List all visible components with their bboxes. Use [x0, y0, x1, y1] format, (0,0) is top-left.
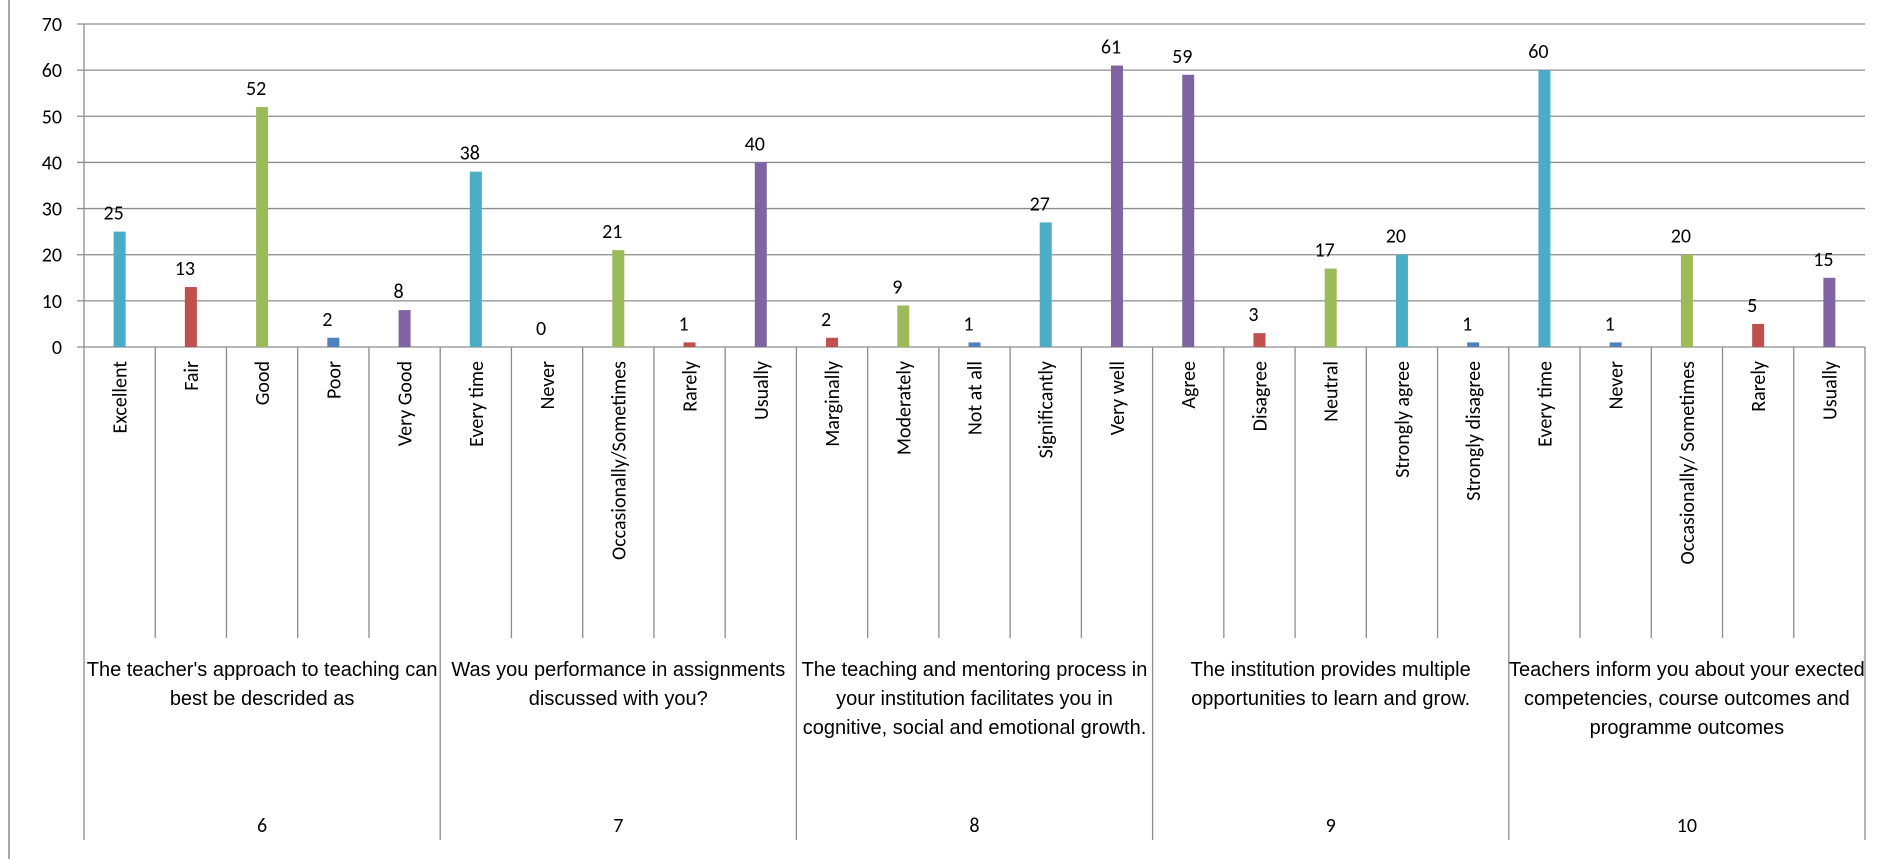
bar — [1538, 70, 1551, 348]
data-label: 60 — [1528, 40, 1548, 64]
data-label: 15 — [1813, 248, 1833, 272]
data-label: 5 — [1747, 294, 1757, 318]
group-label: The institution provides multiple opport… — [1190, 659, 1471, 710]
x-tick-label: Very well — [1106, 361, 1130, 435]
x-tick-label: Occasionally/ Sometimes — [1676, 361, 1700, 565]
y-tick-label: 20 — [42, 244, 62, 268]
x-tick-label: Never — [536, 361, 560, 410]
data-label: 1 — [1605, 312, 1615, 336]
group-id: 10 — [1677, 814, 1697, 838]
x-tick-label: Disagree — [1248, 361, 1272, 431]
x-tick-label: Poor — [322, 361, 346, 399]
group-label-box: Was you performance in assignments discu… — [451, 659, 786, 710]
y-tick-label: 30 — [42, 198, 62, 222]
x-tick-label: Agree — [1177, 361, 1201, 409]
data-label: 59 — [1172, 45, 1192, 69]
bar — [256, 107, 269, 347]
y-tick-label: 60 — [42, 59, 62, 83]
data-label: 27 — [1030, 192, 1050, 216]
group-id: 8 — [969, 814, 979, 838]
x-tick-label: Strongly disagree — [1462, 361, 1486, 501]
group-label-box: The teaching and mentoring process in yo… — [801, 659, 1148, 739]
data-label: 21 — [602, 220, 622, 244]
bar — [1039, 222, 1052, 347]
y-tick-label: 0 — [52, 336, 62, 360]
x-tick-label: Rarely — [1747, 361, 1771, 412]
data-label: 2 — [821, 308, 831, 332]
x-tick-label: Excellent — [109, 361, 133, 434]
bar — [612, 250, 625, 347]
group-label: Was you performance in assignments discu… — [451, 659, 786, 710]
data-label: 40 — [745, 132, 765, 156]
bar — [1395, 254, 1408, 347]
data-label: 52 — [246, 77, 266, 101]
group-label-box: Teachers inform you about your exected c… — [1509, 659, 1865, 739]
x-tick-label: Every time — [1533, 361, 1557, 447]
y-tick-label: 10 — [42, 290, 62, 314]
group-label: Teachers inform you about your exected c… — [1509, 659, 1865, 739]
bar — [1110, 65, 1123, 348]
data-label: 9 — [892, 275, 902, 299]
x-tick-label: Moderately — [892, 361, 916, 455]
data-label: 20 — [1386, 225, 1406, 249]
data-label: 8 — [394, 280, 404, 304]
group-label-box: The institution provides multiple opport… — [1190, 659, 1471, 710]
group-label: The teaching and mentoring process in yo… — [801, 659, 1148, 739]
bar — [1467, 342, 1480, 347]
x-tick-label: Usually — [1818, 361, 1842, 420]
bar — [754, 162, 767, 347]
bar — [826, 337, 839, 347]
data-label: 2 — [322, 308, 332, 332]
bar — [1253, 333, 1266, 347]
x-tick-label: Occasionally/Sometimes — [607, 361, 631, 560]
data-label: 17 — [1315, 239, 1335, 263]
x-tick-label: Significantly — [1035, 361, 1059, 458]
bar — [1609, 342, 1622, 347]
bar — [184, 287, 197, 347]
bar — [897, 305, 910, 347]
x-tick-label: Neutral — [1320, 361, 1344, 422]
y-tick-label: 70 — [42, 13, 62, 37]
data-label: 61 — [1101, 36, 1121, 60]
x-tick-label: Never — [1605, 361, 1629, 410]
x-tick-label: Good — [251, 361, 275, 405]
y-tick-label: 50 — [42, 105, 62, 129]
bar — [1752, 323, 1765, 347]
x-tick-label: Very Good — [394, 361, 418, 446]
y-tick-label: 40 — [42, 151, 62, 175]
bar — [398, 310, 411, 347]
group-id: 7 — [613, 814, 623, 838]
data-label: 13 — [175, 257, 195, 281]
data-label: 25 — [103, 202, 123, 226]
group-id: 9 — [1326, 814, 1336, 838]
bar — [1680, 254, 1693, 347]
group-id: 6 — [257, 814, 267, 838]
x-tick-label: Marginally — [821, 361, 845, 447]
x-tick-label: Rarely — [679, 361, 703, 412]
data-label: 1 — [678, 312, 688, 336]
data-label: 1 — [963, 312, 973, 336]
x-tick-label: Strongly agree — [1391, 361, 1415, 478]
x-tick-label: Usually — [750, 361, 774, 420]
bar — [113, 231, 126, 347]
bar — [327, 337, 340, 347]
bar — [469, 171, 482, 347]
data-label: 20 — [1671, 225, 1691, 249]
group-label-box: The teacher's approach to teaching can b… — [86, 659, 438, 710]
x-tick-label: Every time — [465, 361, 489, 447]
group-label: The teacher's approach to teaching can b… — [86, 659, 438, 710]
data-label: 0 — [536, 317, 546, 341]
data-label: 38 — [460, 142, 480, 166]
bar — [1823, 277, 1836, 347]
x-tick-label: Fair — [180, 361, 204, 391]
bar — [968, 342, 981, 347]
data-label: 3 — [1248, 303, 1258, 327]
bar — [1182, 74, 1195, 347]
x-tick-label: Not at all — [964, 361, 988, 435]
bar — [683, 342, 696, 347]
bar — [1324, 268, 1337, 347]
data-label: 1 — [1462, 312, 1472, 336]
